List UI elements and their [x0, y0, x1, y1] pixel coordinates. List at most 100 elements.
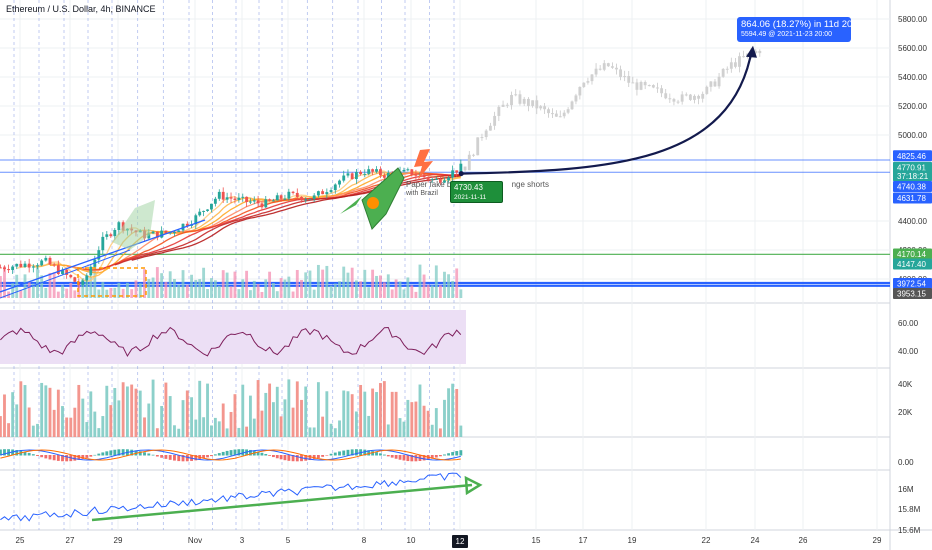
volume-bar	[375, 392, 378, 437]
volume-bar	[3, 394, 6, 437]
projected-candle	[570, 101, 574, 110]
macd-histogram-bar	[151, 454, 155, 456]
macd-histogram-bar	[325, 455, 329, 456]
projected-candle	[594, 68, 598, 75]
projected-candle	[615, 67, 618, 70]
volume-bar	[190, 397, 194, 437]
macd-histogram-bar	[260, 452, 264, 456]
volume-bar	[410, 402, 414, 437]
overlay-volume-bar	[402, 289, 406, 298]
candle	[56, 265, 60, 275]
projected-candle	[602, 63, 606, 70]
volume-bar	[316, 382, 320, 437]
price-marker-label: 37:18:21	[897, 172, 929, 181]
overlay-volume-bar	[101, 282, 105, 298]
candle	[245, 196, 249, 203]
projected-candle	[705, 86, 709, 94]
candle	[279, 195, 283, 199]
overlay-volume-bar	[410, 285, 414, 298]
macd-histogram-bar	[194, 455, 198, 461]
overlay-volume-bar	[93, 265, 97, 298]
macd-histogram-bar	[382, 454, 386, 456]
volume-bar	[249, 395, 252, 437]
overlay-volume-bar	[217, 285, 221, 298]
macd-histogram-bar	[414, 455, 418, 462]
time-tick-label: 5	[286, 536, 291, 545]
projected-candle	[488, 125, 492, 131]
overlay-volume-bar	[185, 284, 189, 298]
volume-bar	[229, 411, 233, 437]
overlay-volume-bar	[451, 280, 455, 298]
macd-histogram-bar	[105, 451, 109, 456]
candle	[31, 266, 35, 268]
macd-histogram-bar	[15, 450, 19, 456]
overlay-volume-bar	[338, 281, 341, 298]
rocket-icon	[361, 167, 405, 230]
candle	[264, 199, 268, 208]
candle	[308, 199, 312, 201]
price-marker-label: 4147.40	[897, 260, 926, 269]
overlay-volume-bar	[241, 279, 245, 298]
candle	[367, 169, 371, 174]
candle	[354, 171, 358, 180]
volume-bar	[438, 428, 442, 437]
price-tick-label: 5800.00	[898, 15, 927, 24]
ma-ribbon-line-1	[33, 172, 461, 278]
price-marker-label: 4170.14	[897, 250, 926, 259]
overlay-volume-bar	[117, 282, 121, 298]
overlay-volume-bar	[138, 283, 142, 298]
overlay-volume-bar	[390, 289, 394, 298]
candle	[325, 192, 329, 195]
overlay-volume-bar	[143, 269, 146, 298]
overlay-volume-bar	[69, 282, 73, 298]
volume-bar	[451, 383, 455, 437]
entry-price: 4730.43	[454, 183, 483, 192]
candle	[359, 171, 363, 175]
price-marker-label: 4825.46	[897, 152, 926, 161]
macd-histogram-bar	[394, 455, 398, 459]
overlay-volume-bar	[151, 277, 155, 298]
macd-histogram-bar	[155, 455, 159, 457]
volume-bar	[338, 420, 341, 437]
volume-bar	[160, 406, 164, 437]
time-axis[interactable]: 252729Nov35810121517192224262912	[16, 535, 882, 548]
time-tick-label: 3	[240, 536, 245, 545]
volume-bar	[31, 425, 35, 437]
obv-trend-arrow	[91, 483, 473, 522]
projected-candle	[578, 86, 582, 96]
projected-candle	[701, 93, 705, 99]
rocket-window-icon	[367, 197, 379, 209]
macd-histogram-bar	[333, 452, 337, 456]
candle	[81, 280, 85, 285]
macd-histogram-bar	[202, 455, 206, 459]
volume-bar	[130, 384, 134, 437]
projected-candle	[590, 74, 594, 82]
macd-histogram-bar	[138, 451, 142, 456]
candle	[233, 198, 237, 200]
candle	[109, 234, 113, 237]
projected-candle	[463, 166, 467, 171]
macd-histogram-bar	[217, 453, 221, 456]
macd-histogram-bar	[81, 455, 85, 459]
projected-candle	[526, 98, 530, 106]
macd-histogram-bar	[338, 451, 341, 456]
volume-bar	[77, 384, 81, 437]
price-tick-label: 5400.00	[898, 73, 927, 82]
candle	[147, 233, 151, 239]
volume-bar	[359, 384, 363, 437]
annotation-note: Paper fake b nge shorts	[406, 180, 549, 189]
obv-line	[0, 472, 462, 522]
overlay-volume-bar	[181, 270, 185, 298]
macd-histogram-bar	[85, 455, 89, 458]
overlay-volume-bar	[394, 279, 398, 298]
candle	[256, 200, 260, 204]
projected-candle	[717, 76, 721, 87]
candle	[40, 260, 44, 266]
volume-bar	[213, 417, 217, 437]
overlay-volume-bar	[198, 279, 202, 298]
overlay-volume-bar	[65, 288, 69, 298]
projected-candle	[497, 106, 501, 116]
overlay-volume-bar	[406, 277, 410, 298]
overlay-volume-bar	[245, 270, 249, 298]
